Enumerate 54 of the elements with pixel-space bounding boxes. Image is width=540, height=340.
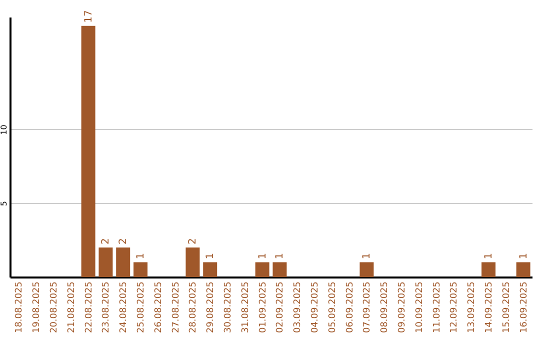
x-tick-label: 02.09.2025	[276, 282, 286, 334]
data-label: 2	[100, 238, 112, 244]
data-label: 1	[518, 252, 530, 260]
data-label: 1	[257, 252, 268, 260]
x-tick-label: 01.09.2025	[258, 282, 268, 334]
x-tick-label: 29.08.2025	[206, 282, 216, 334]
y-tick-label: 5	[0, 201, 8, 206]
x-tick-label: 31.08.2025	[240, 282, 251, 334]
data-label: 1	[274, 252, 286, 260]
bar	[134, 262, 148, 277]
x-tick-label: 13.09.2025	[467, 282, 478, 334]
data-label: 1	[362, 252, 373, 260]
x-tick-label: 23.08.2025	[102, 282, 112, 334]
bar	[482, 262, 496, 277]
data-label: 17	[83, 10, 94, 23]
x-tick-label: 10.09.2025	[414, 282, 425, 334]
bar	[255, 262, 270, 277]
x-tick-label: 30.08.2025	[224, 282, 234, 334]
x-tick-label: 08.09.2025	[380, 282, 390, 334]
x-tick-label: 15.09.2025	[502, 282, 512, 334]
x-tick-label: 12.09.2025	[450, 282, 460, 334]
x-tick-label: 20.08.2025	[50, 282, 60, 334]
x-tick-label: 16.09.2025	[519, 282, 530, 334]
data-label: 1	[136, 252, 146, 260]
data-label: 2	[118, 238, 130, 244]
data-label: 1	[484, 252, 494, 260]
bar	[98, 247, 113, 277]
x-tick-label: 09.09.2025	[398, 282, 408, 334]
x-tick-label: 24.08.2025	[119, 282, 130, 334]
x-tick-label: 14.09.2025	[484, 282, 494, 334]
x-tick-label: 19.08.2025	[32, 282, 42, 334]
x-tick-label: 11.09.2025	[432, 282, 442, 334]
x-tick-label: 03.09.2025	[293, 282, 304, 334]
x-tick-label: 18.08.2025	[14, 282, 25, 334]
x-tick-label: 28.08.2025	[188, 282, 199, 334]
bar	[186, 247, 200, 277]
x-tick-label: 21.08.2025	[66, 282, 77, 334]
bar	[360, 262, 374, 277]
y-tick-label: 10	[0, 124, 8, 135]
x-tick-label: 07.09.2025	[362, 282, 373, 334]
bar	[516, 262, 530, 277]
bar	[81, 26, 96, 277]
x-tick-label: 25.08.2025	[136, 282, 146, 334]
data-label: 1	[205, 252, 216, 260]
x-tick-label: 26.08.2025	[154, 282, 164, 334]
bar	[272, 262, 287, 277]
x-tick-label: 04.09.2025	[310, 282, 320, 334]
bar	[116, 247, 130, 277]
x-tick-label: 05.09.2025	[328, 282, 338, 334]
data-label: 2	[188, 238, 199, 244]
bar	[203, 262, 218, 277]
x-tick-label: 06.09.2025	[345, 282, 356, 334]
x-tick-label: 27.08.2025	[171, 282, 182, 334]
x-tick-label: 22.08.2025	[84, 282, 94, 334]
